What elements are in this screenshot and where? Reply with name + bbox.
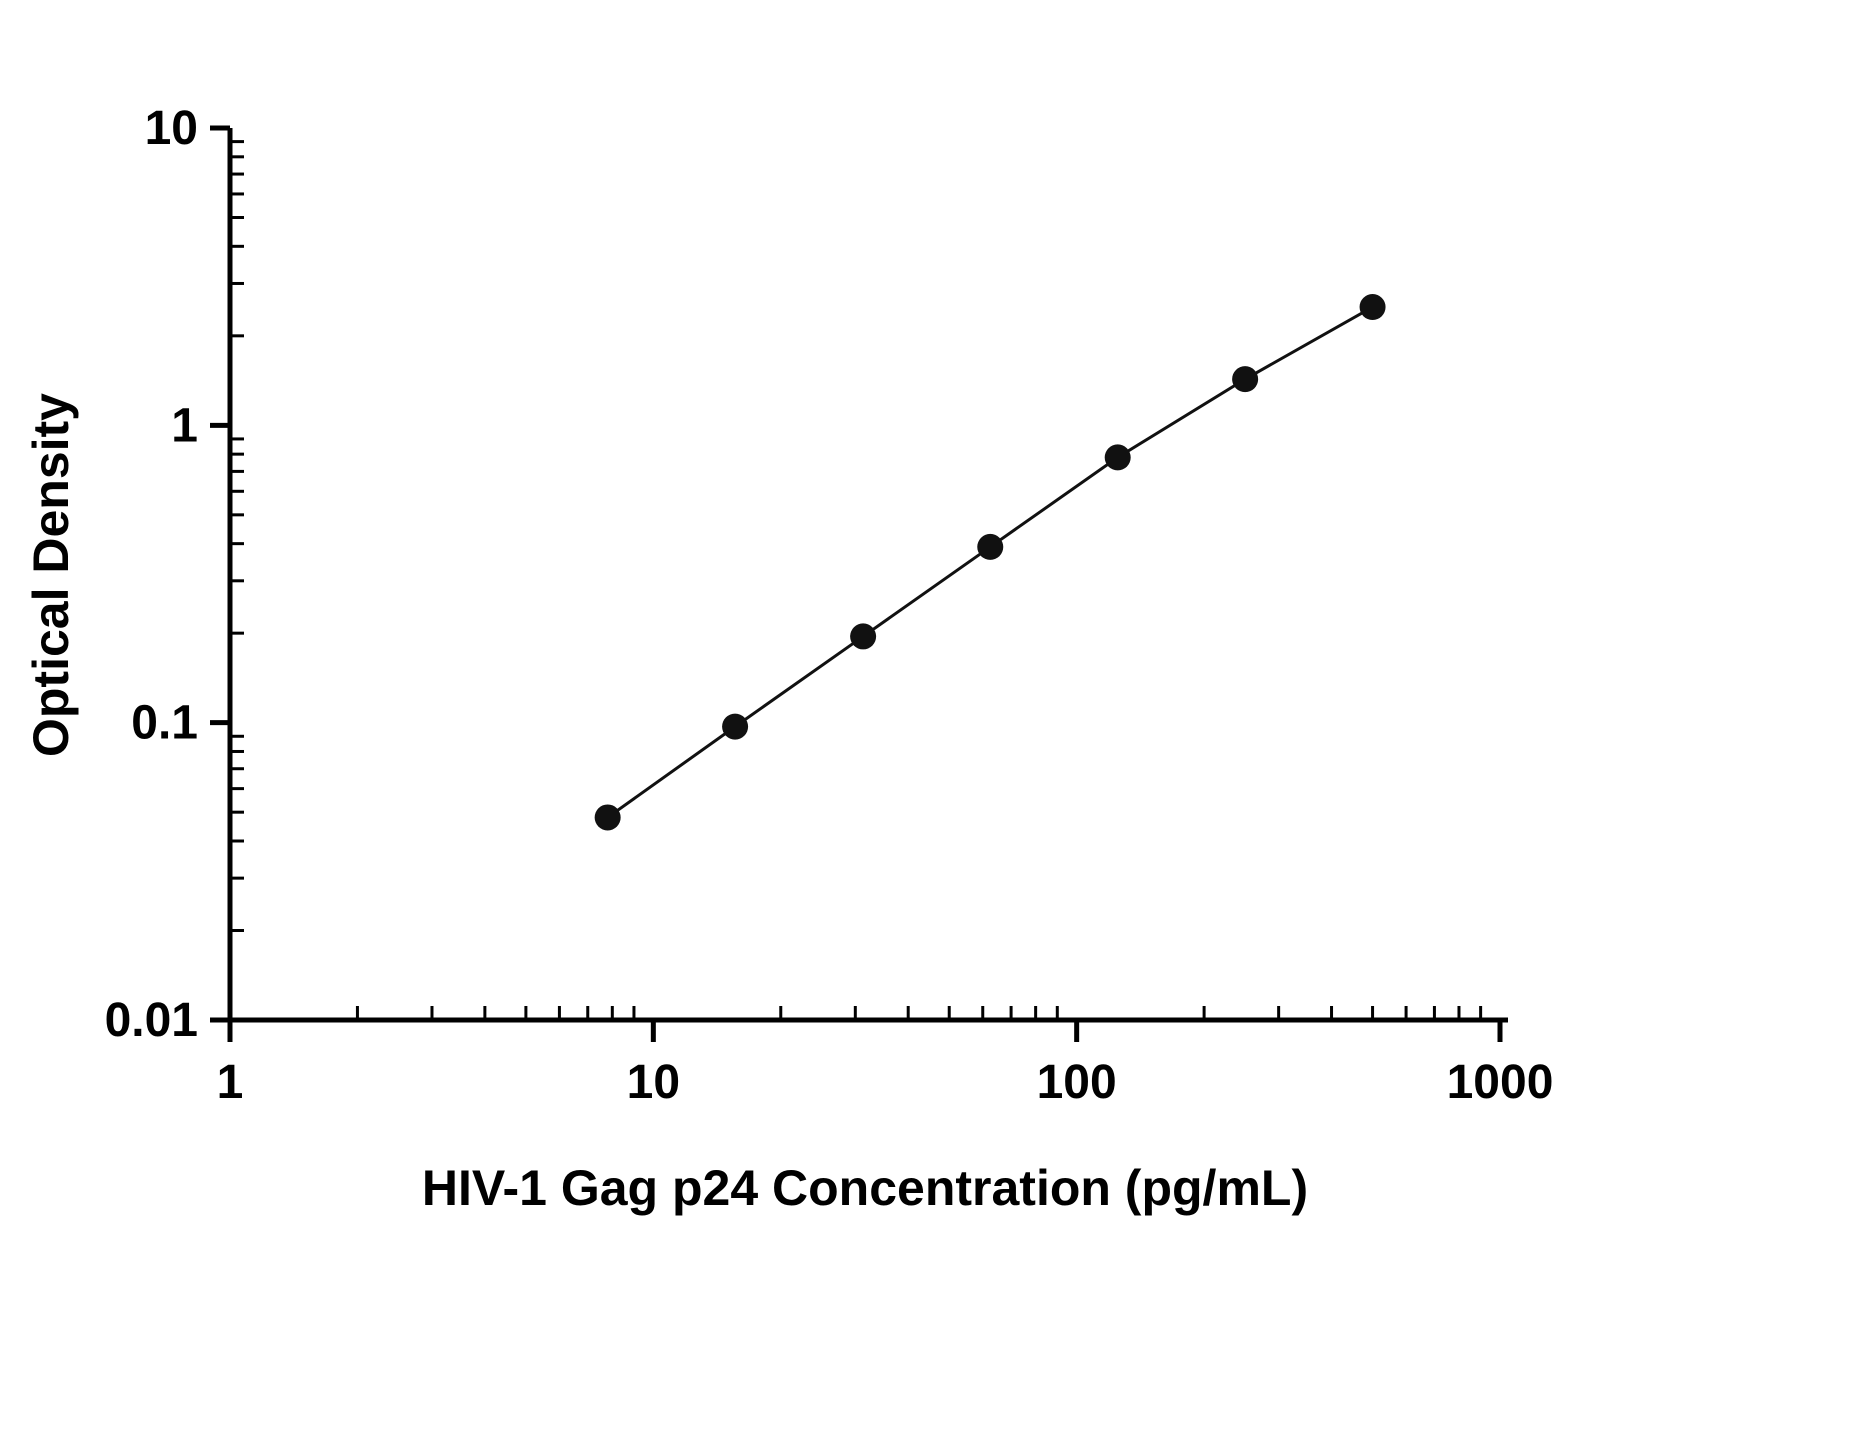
plot-area: 0.01 0.1 1 10 1 10 100 1000	[105, 102, 1554, 1109]
x-tick-label: 1	[217, 1056, 244, 1109]
data-point	[1232, 366, 1259, 393]
y-tick-label: 10	[145, 102, 198, 155]
standard-curve-line	[606, 305, 1374, 819]
data-point	[1104, 444, 1131, 471]
data-point	[1359, 294, 1386, 321]
data-point	[594, 804, 621, 831]
data-point	[722, 713, 749, 740]
x-axis-title: HIV-1 Gag p24 Concentration (pg/mL)	[422, 1160, 1308, 1216]
y-tick-label: 0.1	[131, 697, 198, 750]
x-tick-label: 1000	[1447, 1056, 1554, 1109]
data-point	[977, 533, 1004, 560]
y-tick-label: 1	[171, 399, 198, 452]
y-tick-label: 0.01	[105, 994, 198, 1047]
data-point	[850, 623, 877, 650]
x-tick-label: 10	[627, 1056, 680, 1109]
x-tick-label: 100	[1037, 1056, 1117, 1109]
y-axis-title: Optical Density	[23, 393, 79, 757]
